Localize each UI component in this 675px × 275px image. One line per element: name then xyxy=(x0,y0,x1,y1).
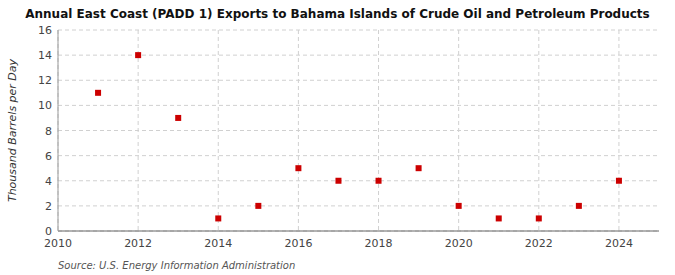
point xyxy=(135,52,141,58)
title: Annual East Coast (PADD 1) Exports to Ba… xyxy=(25,7,650,21)
x-grid-line xyxy=(458,30,459,231)
y-grid-line xyxy=(58,180,659,181)
x-tick-label: 2010 xyxy=(44,237,72,250)
y-grid-line xyxy=(58,231,659,232)
x-tick-label: 2016 xyxy=(284,237,312,250)
point xyxy=(536,215,542,221)
x-grid-line xyxy=(218,30,219,231)
x-tick-label: 2022 xyxy=(525,237,553,250)
point xyxy=(295,165,301,171)
y-axis-line xyxy=(58,30,59,231)
y-grid-line xyxy=(58,130,659,131)
point xyxy=(616,178,622,184)
y-tick-label: 14 xyxy=(38,49,52,62)
x-grid-line xyxy=(538,30,539,231)
y-grid-line xyxy=(58,80,659,81)
x-grid-line xyxy=(138,30,139,231)
x-tick-label: 2024 xyxy=(605,237,633,250)
x-tick-label: 2020 xyxy=(445,237,473,250)
y-tick-label: 8 xyxy=(45,125,52,138)
y-grid-line xyxy=(58,205,659,206)
points xyxy=(95,52,622,221)
y-grid-line xyxy=(58,30,659,31)
point xyxy=(95,90,101,96)
y-tick-label: 2 xyxy=(45,200,52,213)
grid xyxy=(58,30,659,231)
point xyxy=(376,178,382,184)
x-grid-line xyxy=(618,30,619,231)
y-tick-label: 4 xyxy=(45,175,52,188)
x-grid-line xyxy=(58,30,59,231)
source: Source: U.S. Energy Information Administ… xyxy=(58,260,295,271)
point xyxy=(416,165,422,171)
y-grid-line xyxy=(58,155,659,156)
x-tick-label: 2012 xyxy=(124,237,152,250)
y-tick-label: 6 xyxy=(45,150,52,163)
point xyxy=(496,215,502,221)
x-grid-line xyxy=(378,30,379,231)
x-tick-label: 2018 xyxy=(365,237,393,250)
point xyxy=(335,178,341,184)
y-tick-label: 10 xyxy=(38,99,52,112)
point xyxy=(255,203,261,209)
x-axis-line xyxy=(58,231,659,232)
x-tick-label: 2014 xyxy=(204,237,232,250)
x-grid-line xyxy=(298,30,299,231)
y-grid-line xyxy=(58,55,659,56)
point xyxy=(175,115,181,121)
y-grid-line xyxy=(58,105,659,106)
point xyxy=(215,215,221,221)
y-tick-label: 12 xyxy=(38,74,52,87)
y-tick-label: 16 xyxy=(38,24,52,37)
y-axis-label: Thousand Barrels per Day xyxy=(6,58,19,202)
point xyxy=(576,203,582,209)
ticks: 0246810121416201020122014201620182020202… xyxy=(38,24,633,250)
chart: 0246810121416201020122014201620182020202… xyxy=(0,0,675,275)
point xyxy=(456,203,462,209)
